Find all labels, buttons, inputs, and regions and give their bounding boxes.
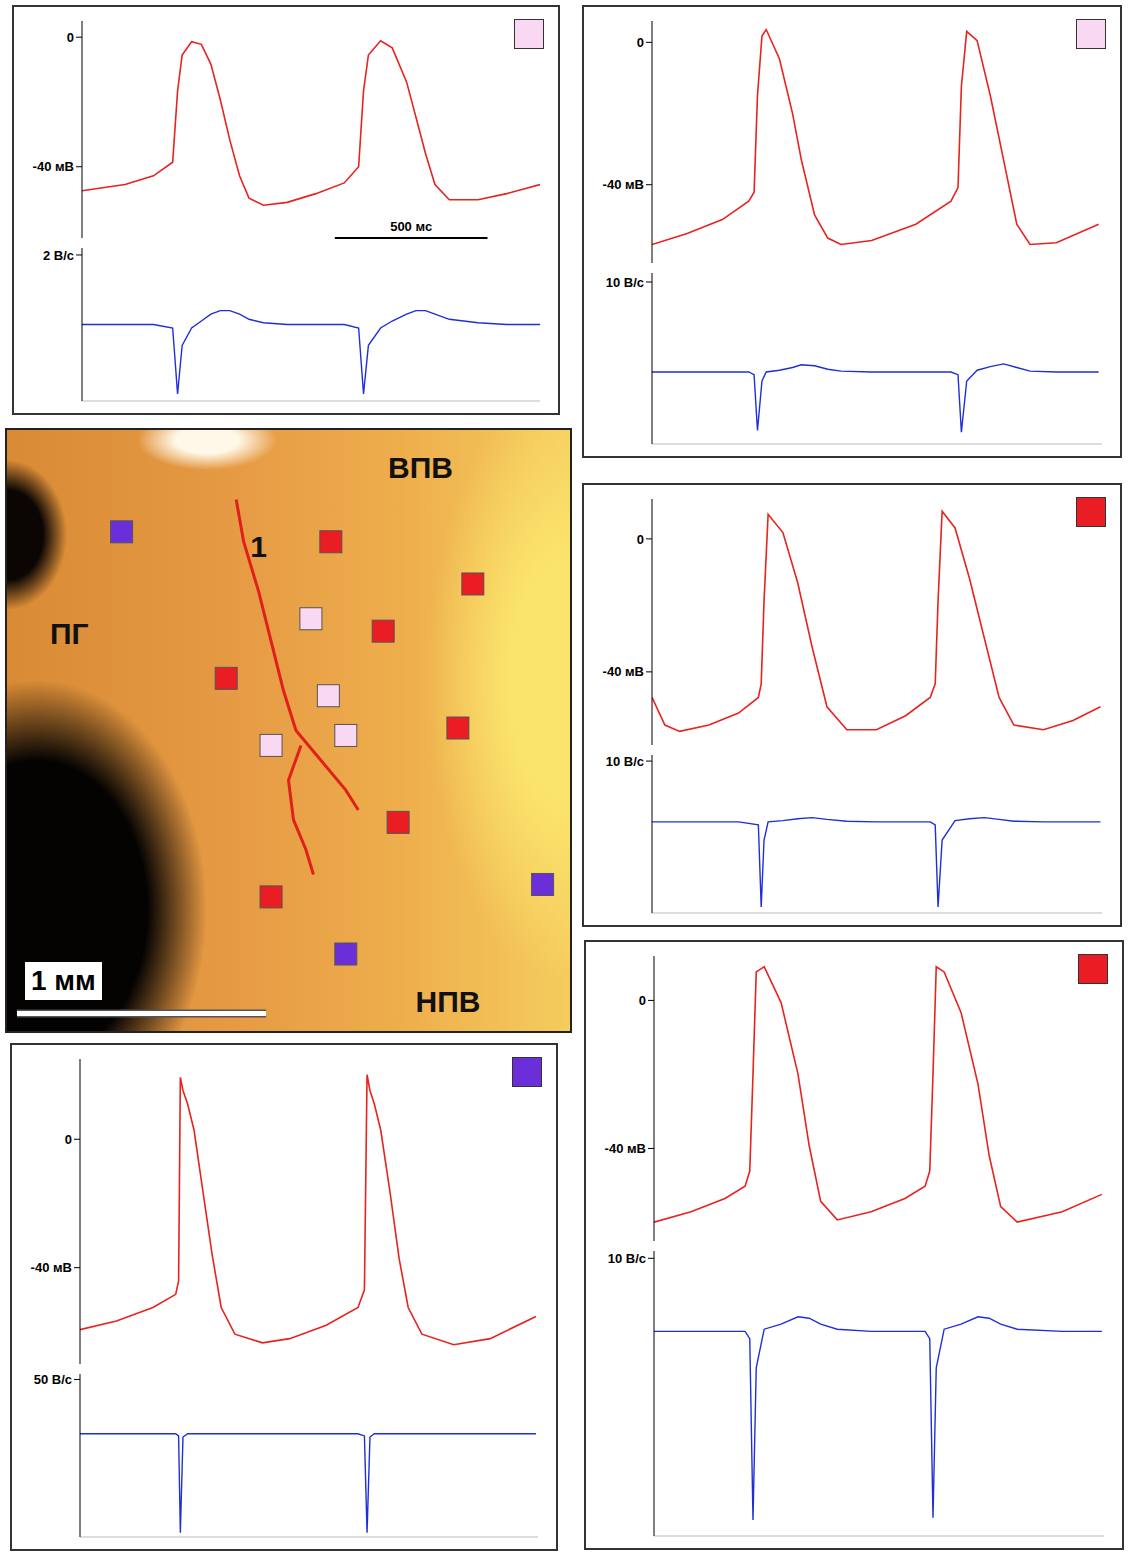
svg-text:-40 мВ: -40 мВ [605,1141,646,1156]
svg-text:ПГ: ПГ [50,617,89,650]
svg-text:0: 0 [67,30,74,45]
svg-text:0: 0 [65,1132,72,1147]
svg-text:-40 мВ: -40 мВ [603,177,644,192]
svg-text:0: 0 [639,993,646,1008]
svg-text:50 В/с: 50 В/с [34,1372,72,1387]
svg-text:1: 1 [250,530,267,563]
html-text:1 мм: 1 мм [31,965,96,996]
svg-text:НПВ: НПВ [415,985,480,1018]
svg-text:-40 мВ: -40 мВ [33,159,74,174]
svg-text:-40 мВ: -40 мВ [31,1260,72,1275]
svg-text:0: 0 [637,532,644,547]
svg-text:-40 мВ: -40 мВ [603,664,644,679]
svg-text:10 В/с: 10 В/с [608,1251,646,1266]
svg-text:10 В/с: 10 В/с [606,754,644,769]
svg-text:ВПВ: ВПВ [388,451,453,484]
svg-text:10 В/с: 10 В/с [606,275,644,290]
svg-text:500 мс: 500 мс [390,219,432,234]
svg-text:2 В/с: 2 В/с [43,248,74,263]
svg-text:0: 0 [637,35,644,50]
